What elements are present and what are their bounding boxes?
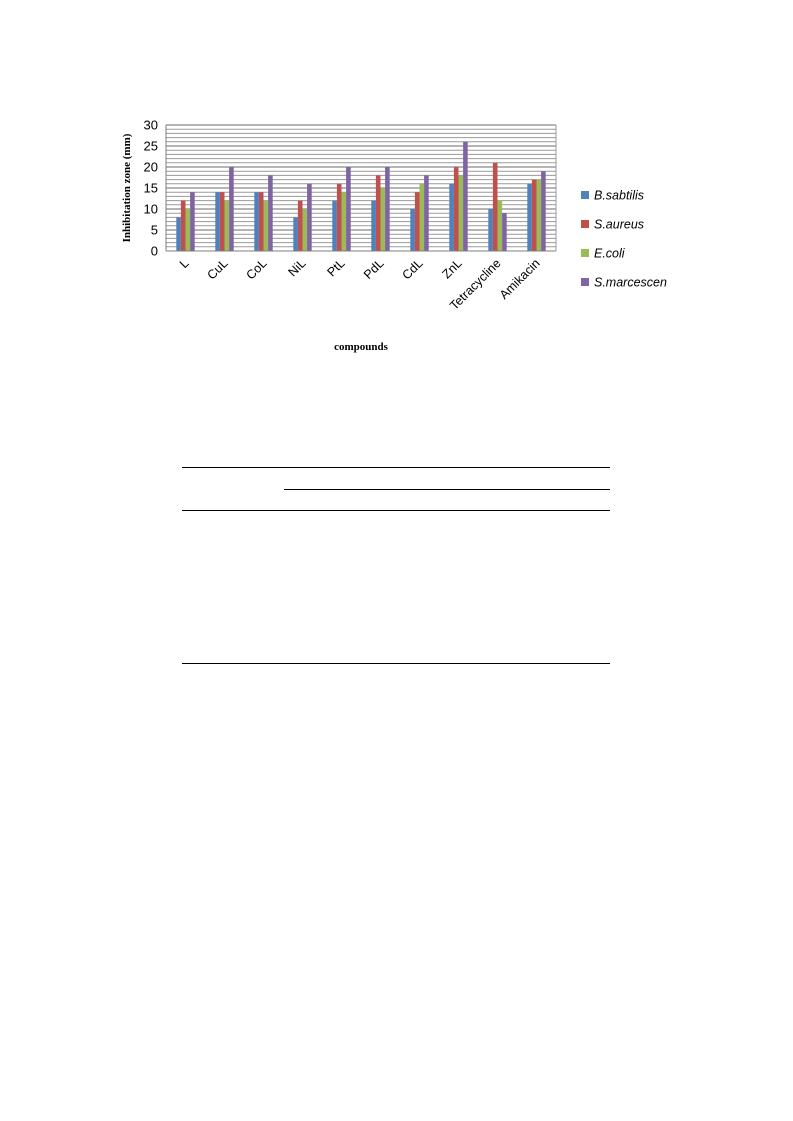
legend-label: S.marcescen [594, 276, 667, 290]
bar [302, 209, 308, 251]
bar [293, 217, 298, 251]
category-label: NiL [285, 256, 308, 279]
legend-label: B.sabtilis [594, 189, 644, 203]
bar [346, 167, 351, 251]
bar [229, 167, 234, 251]
category-label: L [177, 256, 192, 271]
bar [268, 175, 273, 251]
bar [180, 200, 186, 251]
bar [219, 192, 225, 251]
bar [541, 171, 546, 251]
bar [527, 183, 532, 251]
bar [458, 175, 464, 251]
bar [497, 200, 503, 251]
bar [531, 179, 537, 251]
table-header-rule [284, 489, 610, 490]
table-bottom-rule [182, 663, 610, 664]
bar [190, 192, 195, 251]
bar [385, 167, 390, 251]
y-tick-label: 25 [144, 139, 158, 154]
legend: B.sabtilis S.aureus E.coli S.marcescen [581, 189, 667, 290]
bar [224, 200, 230, 251]
bar [419, 183, 425, 251]
y-tick-label: 30 [144, 118, 158, 133]
bar [424, 175, 429, 251]
bar [297, 200, 303, 251]
y-tick-label: 5 [151, 223, 158, 238]
bar [336, 183, 342, 251]
bar [263, 200, 269, 251]
bar [307, 183, 312, 251]
legend-label: E.coli [594, 247, 626, 261]
y-tick-labels: 0 5 10 15 20 25 30 [144, 118, 158, 259]
category-label: CdL [400, 256, 426, 282]
legend-swatch [581, 220, 589, 228]
y-tick-label: 0 [151, 244, 158, 259]
category-label: ZnL [439, 256, 464, 281]
bar [185, 209, 191, 251]
bar [215, 192, 220, 251]
category-label: Amikacin [497, 256, 543, 302]
bar [258, 192, 264, 251]
category-label: CoL [244, 256, 270, 282]
legend-label: S.aureus [594, 218, 644, 232]
bar [375, 175, 381, 251]
bar [332, 200, 337, 251]
bar [254, 192, 259, 251]
category-label: PdL [361, 256, 387, 282]
bar [449, 183, 454, 251]
bar [371, 200, 376, 251]
y-tick-label: 15 [144, 181, 158, 196]
bar [414, 192, 420, 251]
bar [536, 179, 542, 251]
bar [492, 162, 498, 251]
table-header-bottom-rule [182, 510, 610, 511]
y-tick-label: 20 [144, 160, 158, 175]
y-axis-title: Inhibitation zone (mm) [121, 133, 133, 242]
bar [410, 209, 415, 251]
category-label: PtL [324, 256, 347, 279]
bar [380, 188, 386, 251]
x-axis-title: compounds [334, 341, 389, 353]
legend-swatch [581, 278, 589, 286]
bar [453, 167, 459, 251]
bar [488, 209, 493, 251]
category-label: CuL [205, 256, 231, 282]
bar [341, 192, 347, 251]
table-top-rule [182, 467, 610, 468]
bars [176, 141, 546, 251]
legend-swatch [581, 249, 589, 257]
bar [463, 141, 468, 251]
bar [502, 213, 507, 251]
bar [176, 217, 181, 251]
axes [165, 125, 556, 252]
y-tick-label: 10 [144, 202, 158, 217]
legend-swatch [581, 191, 589, 199]
category-labels: L CuL CoL NiL PtL PdL CdL ZnLTetracyclineAmikac… [177, 256, 543, 313]
